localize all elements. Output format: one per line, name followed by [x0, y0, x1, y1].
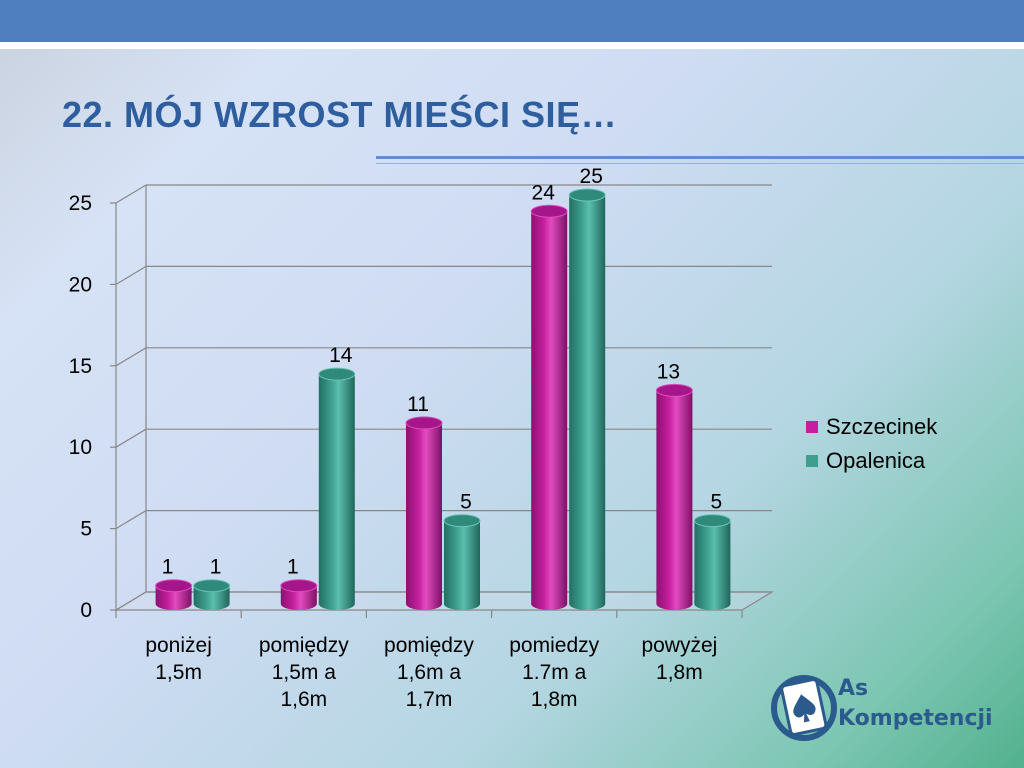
legend-label-opalenica: Opalenica	[826, 448, 926, 473]
bar-body	[193, 585, 230, 610]
y-tick-label: 15	[69, 355, 92, 378]
x-tick-label: powyżej 1,8m	[641, 634, 717, 684]
y-tick-label: 25	[69, 192, 92, 215]
gridline-depth	[115, 510, 147, 530]
gridline-depth	[115, 428, 147, 448]
x-tick-label: poniżej 1,5m	[145, 634, 212, 684]
bar-top	[155, 579, 193, 593]
bar-body	[444, 520, 480, 610]
bar-body	[656, 390, 693, 610]
bar-top	[405, 416, 443, 430]
data-label: 13	[657, 360, 680, 383]
y-tick-label: 10	[69, 436, 92, 459]
header-divider	[0, 42, 1024, 49]
data-label: 25	[580, 165, 603, 188]
bar-top	[443, 514, 481, 528]
title-underline-thin	[376, 163, 1024, 164]
bar-body	[406, 422, 442, 610]
bar-top	[568, 188, 606, 202]
gridline-depth	[115, 347, 147, 367]
bar-top	[655, 383, 693, 397]
bar-top	[530, 204, 568, 218]
y-tick-label: 20	[69, 273, 92, 296]
bar-szczecinek-3	[530, 204, 568, 610]
legend-label-szczecinek: Szczecinek	[826, 414, 938, 439]
legend-swatch-opalenica	[806, 455, 818, 467]
x-tick-label: pomiędzy 1,6m a 1,7m	[384, 634, 474, 711]
data-label: 1	[287, 556, 299, 579]
y-tick-label: 5	[80, 518, 92, 541]
data-label: 1	[162, 556, 174, 579]
data-label: 5	[460, 491, 472, 514]
logo-text-as: As	[838, 676, 869, 701]
bar-szczecinek-4	[655, 383, 693, 610]
data-label: 1	[210, 556, 222, 579]
x-tick-label: pomiedzy 1.7m a 1,8m	[509, 634, 599, 711]
data-label: 14	[329, 344, 353, 367]
bar-body	[694, 520, 731, 610]
y-tick-label: 0	[80, 599, 92, 622]
bar-body	[280, 585, 317, 610]
legend-item-opalenica: Opalenica	[806, 444, 937, 478]
legend-swatch-szczecinek	[806, 421, 818, 433]
bar-body	[155, 585, 192, 610]
bar-szczecinek-0	[155, 579, 193, 610]
slide-title: 22. MÓJ WZROST MIEŚCI SIĘ…	[62, 94, 618, 135]
data-label: 5	[711, 491, 723, 514]
x-tick-label: pomiędzy 1,5m a 1,6m	[259, 634, 349, 711]
title-underline	[376, 156, 1024, 159]
bar-opalenica-4	[693, 514, 731, 610]
legend-item-szczecinek: Szczecinek	[806, 410, 937, 444]
bar-top	[693, 514, 731, 528]
gridline-depth	[115, 265, 147, 285]
bar-top	[318, 367, 356, 381]
chart-legend: Szczecinek Opalenica	[806, 410, 937, 478]
gridline-depth	[115, 184, 147, 204]
data-label: 11	[407, 393, 429, 416]
bar-szczecinek-2	[405, 416, 443, 610]
bar-szczecinek-1	[280, 579, 318, 610]
bar-opalenica-0	[193, 579, 231, 610]
bar-body	[569, 195, 606, 610]
bar-top	[193, 579, 231, 593]
bar-body	[318, 374, 355, 610]
bar-body	[531, 211, 568, 610]
bar-opalenica-1	[318, 367, 356, 610]
spade-card-icon	[771, 675, 837, 741]
bar-opalenica-3	[568, 188, 606, 610]
data-label: 24	[532, 181, 556, 204]
bar-top	[280, 579, 318, 593]
logo-text-kompetencji: Kompetencji	[838, 706, 993, 731]
header-bar	[0, 0, 1024, 42]
bar-opalenica-2	[443, 514, 481, 610]
